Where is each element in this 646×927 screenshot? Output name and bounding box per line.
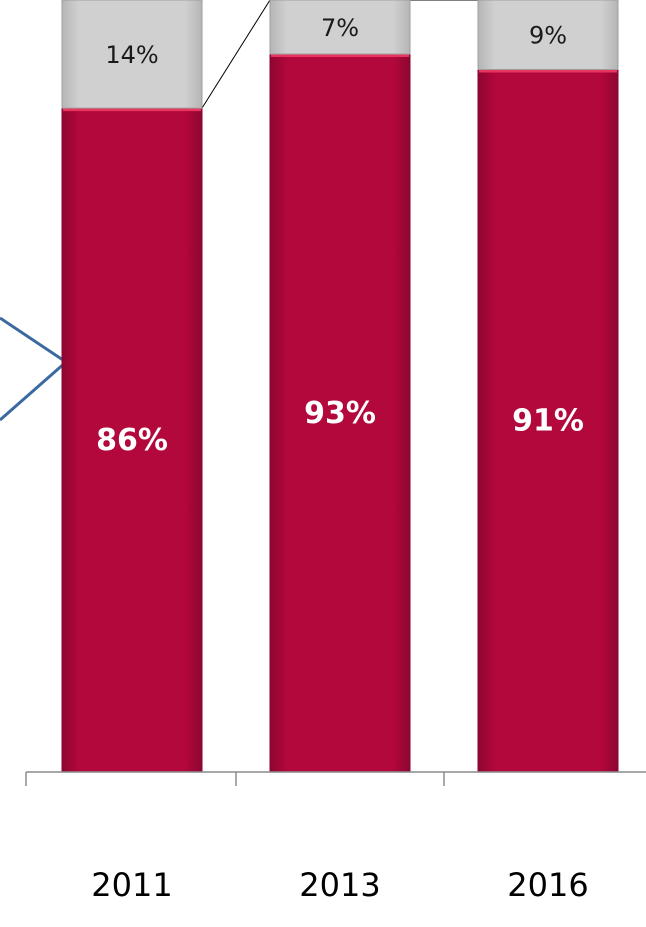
bar-segment-top-2016 <box>477 0 619 70</box>
series-line-2011-2013 <box>201 0 271 109</box>
x-tick-label-2016: 2016 <box>507 866 588 904</box>
data-label-main-2016: 91% <box>512 404 584 439</box>
bar-segment-top-2011 <box>61 0 203 109</box>
data-label-top-2013: 7% <box>321 14 359 42</box>
data-label-top-2011: 14% <box>105 41 158 69</box>
data-label-main-2011: 86% <box>96 423 168 458</box>
x-tick-label-2013: 2013 <box>299 866 380 904</box>
data-label-main-2013: 93% <box>304 396 376 431</box>
data-label-top-2016: 9% <box>529 22 567 50</box>
labels-group: 86% 14% 93% 7% 91% 9% <box>96 14 584 458</box>
bar-segment-main-2013 <box>269 53 411 773</box>
x-tick-label-2011: 2011 <box>91 866 172 904</box>
bar-segment-top-2013 <box>269 0 411 55</box>
series-connector-lines <box>201 0 478 109</box>
bars-group <box>61 0 619 773</box>
x-axis: 2011 2013 2016 <box>25 771 646 904</box>
bar-segment-main-2016 <box>477 68 619 773</box>
callout-arrow-shape <box>0 316 69 422</box>
